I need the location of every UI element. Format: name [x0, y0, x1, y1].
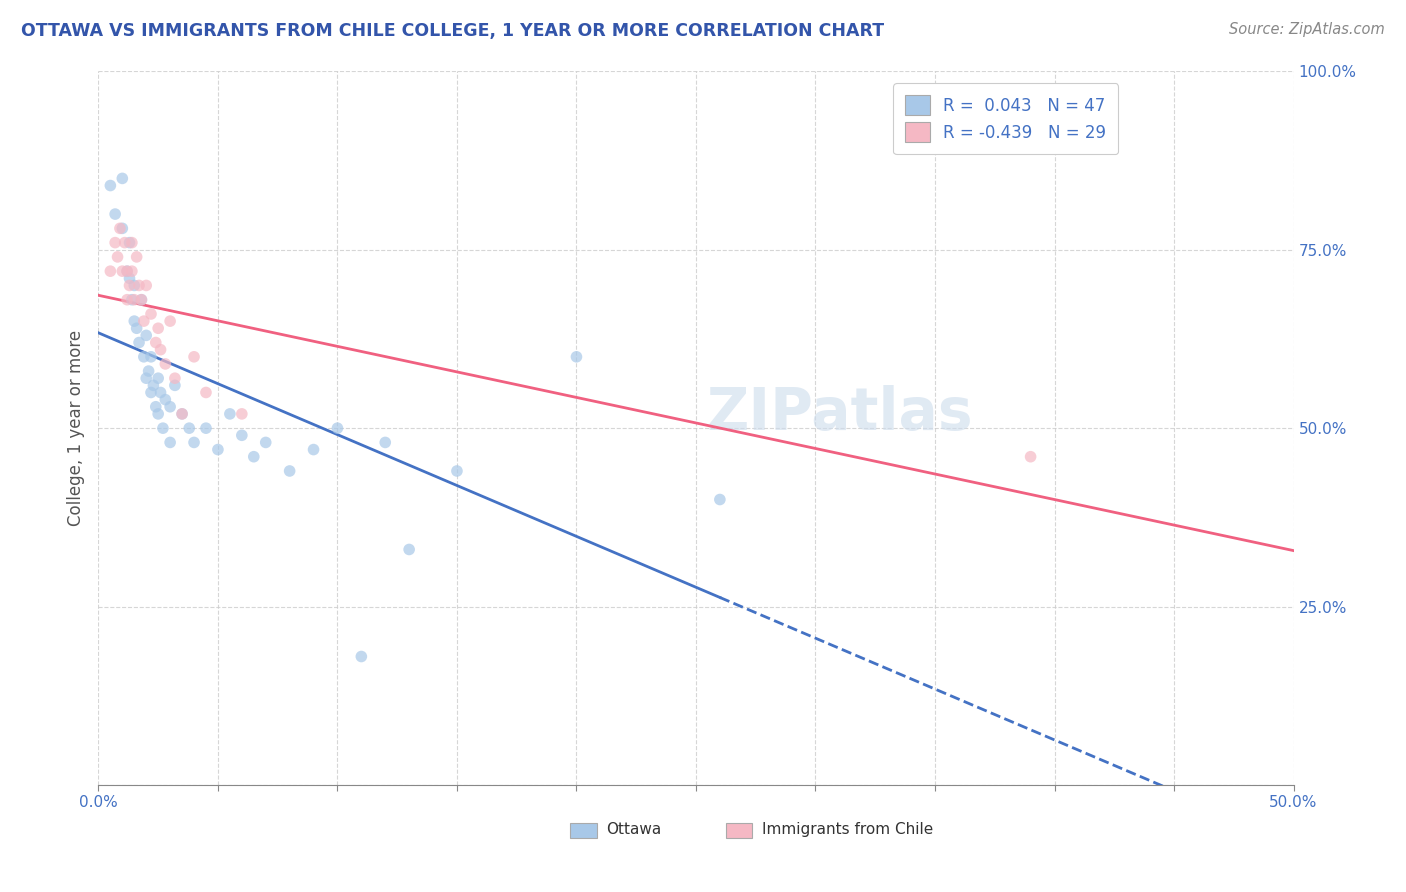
Point [131, 293, 153, 307]
Point [172, 407, 194, 421]
Point [163, 371, 186, 385]
Point [159, 435, 181, 450]
Point [98, 264, 122, 278]
Point [107, 250, 129, 264]
FancyBboxPatch shape [571, 822, 596, 838]
Point [111, 221, 134, 235]
Legend: R =  0.043   N = 47, R = -0.439   N = 29: R = 0.043 N = 47, R = -0.439 N = 29 [893, 83, 1118, 154]
Point [118, 235, 141, 250]
Point [128, 335, 150, 350]
Point [125, 250, 148, 264]
Point [139, 307, 162, 321]
Point [104, 235, 127, 250]
Text: Source: ZipAtlas.com: Source: ZipAtlas.com [1229, 22, 1385, 37]
Point [115, 293, 138, 307]
Point [139, 350, 162, 364]
Point [231, 407, 253, 421]
Point [172, 407, 194, 421]
Point [142, 378, 165, 392]
Point [219, 407, 242, 421]
Point [135, 371, 157, 385]
Point [108, 221, 131, 235]
Point [104, 207, 127, 221]
Point [254, 435, 277, 450]
Point [131, 293, 153, 307]
Point [183, 350, 205, 364]
Point [121, 235, 143, 250]
Point [115, 264, 138, 278]
Point [155, 357, 177, 371]
Point [121, 293, 143, 307]
Point [115, 264, 138, 278]
Point [139, 385, 162, 400]
Point [98, 178, 122, 193]
Point [128, 278, 150, 293]
Point [195, 385, 218, 400]
Point [135, 278, 157, 293]
Text: Ottawa: Ottawa [606, 822, 662, 837]
Point [118, 278, 141, 293]
Point [148, 321, 170, 335]
Point [243, 450, 266, 464]
Point [207, 442, 229, 457]
Point [149, 385, 172, 400]
Point [124, 314, 146, 328]
Text: ZIPatlas: ZIPatlas [706, 385, 973, 442]
Point [398, 542, 420, 557]
Point [121, 264, 143, 278]
Point [155, 392, 177, 407]
Point [231, 428, 253, 442]
Point [149, 343, 172, 357]
Point [159, 314, 181, 328]
Y-axis label: College, 1 year or more: College, 1 year or more [66, 330, 84, 526]
Point [118, 271, 141, 285]
Point [1019, 450, 1042, 464]
Point [124, 293, 146, 307]
Point [152, 421, 174, 435]
Point [132, 350, 155, 364]
Point [195, 421, 218, 435]
Point [145, 335, 167, 350]
FancyBboxPatch shape [725, 822, 752, 838]
Point [350, 649, 373, 664]
Point [124, 278, 146, 293]
Text: OTTAWA VS IMMIGRANTS FROM CHILE COLLEGE, 1 YEAR OR MORE CORRELATION CHART: OTTAWA VS IMMIGRANTS FROM CHILE COLLEGE,… [21, 22, 884, 40]
Point [114, 235, 136, 250]
Point [132, 314, 155, 328]
Point [148, 371, 170, 385]
Point [446, 464, 468, 478]
Point [145, 400, 167, 414]
Point [159, 400, 181, 414]
Point [374, 435, 396, 450]
Point [111, 171, 134, 186]
Point [135, 328, 157, 343]
Point [326, 421, 349, 435]
Point [148, 407, 170, 421]
Point [278, 464, 301, 478]
Point [111, 264, 134, 278]
Point [163, 378, 186, 392]
Point [138, 364, 160, 378]
Point [125, 321, 148, 335]
Point [565, 350, 588, 364]
Point [709, 492, 731, 507]
Text: Immigrants from Chile: Immigrants from Chile [762, 822, 934, 837]
Point [179, 421, 201, 435]
Point [183, 435, 205, 450]
Point [302, 442, 325, 457]
